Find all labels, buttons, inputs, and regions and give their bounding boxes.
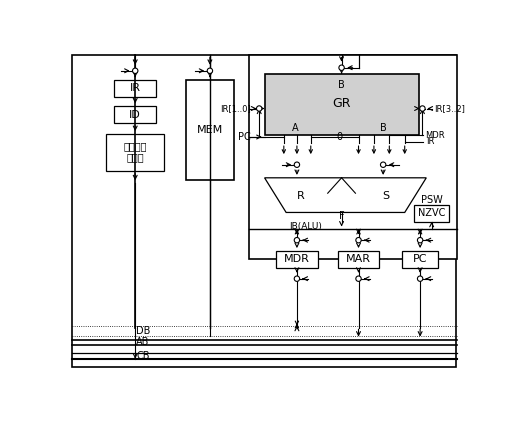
Text: PSW: PSW bbox=[421, 195, 443, 205]
Text: 组合逻辑: 组合逻辑 bbox=[124, 141, 147, 151]
Text: DB: DB bbox=[136, 326, 150, 336]
Bar bbox=[114, 80, 156, 97]
Text: ID: ID bbox=[129, 110, 141, 120]
Circle shape bbox=[417, 237, 423, 243]
Text: MEM: MEM bbox=[197, 125, 223, 135]
Bar bbox=[106, 134, 164, 171]
Circle shape bbox=[207, 68, 212, 74]
Circle shape bbox=[294, 237, 300, 243]
Bar bbox=[338, 251, 379, 268]
Bar bbox=[186, 80, 234, 180]
Circle shape bbox=[294, 276, 300, 281]
Text: IB(ALU): IB(ALU) bbox=[289, 222, 322, 231]
Circle shape bbox=[356, 237, 361, 243]
Circle shape bbox=[417, 276, 423, 281]
Text: R: R bbox=[297, 190, 305, 201]
Circle shape bbox=[256, 106, 262, 111]
Text: MDR: MDR bbox=[284, 254, 310, 264]
Circle shape bbox=[294, 162, 300, 168]
Text: NZVC: NZVC bbox=[418, 208, 445, 218]
Bar bbox=[402, 251, 438, 268]
Circle shape bbox=[356, 276, 361, 281]
Text: F: F bbox=[339, 212, 344, 221]
Text: IR[3..2]: IR[3..2] bbox=[434, 104, 465, 113]
Text: A: A bbox=[292, 123, 299, 133]
Text: IR: IR bbox=[427, 137, 435, 146]
Text: AB: AB bbox=[136, 337, 149, 347]
Circle shape bbox=[381, 162, 386, 168]
Text: S: S bbox=[382, 190, 389, 201]
Polygon shape bbox=[265, 178, 427, 212]
Text: PC: PC bbox=[238, 132, 251, 142]
Text: 控制器: 控制器 bbox=[126, 152, 144, 162]
Text: B: B bbox=[380, 123, 387, 133]
Text: IR[1..0]: IR[1..0] bbox=[220, 104, 251, 113]
Bar bbox=[276, 251, 318, 268]
Circle shape bbox=[132, 68, 138, 74]
Bar bbox=[249, 55, 457, 258]
Circle shape bbox=[420, 106, 425, 111]
Circle shape bbox=[339, 65, 344, 70]
Text: PC: PC bbox=[413, 254, 428, 264]
Bar bbox=[114, 106, 156, 123]
Bar bbox=[414, 205, 449, 222]
Text: B: B bbox=[338, 80, 345, 90]
Text: MDR: MDR bbox=[425, 131, 445, 140]
Text: CB: CB bbox=[136, 352, 149, 361]
Text: MAR: MAR bbox=[346, 254, 371, 264]
Text: IR: IR bbox=[130, 83, 141, 93]
Text: 0: 0 bbox=[336, 132, 342, 142]
Text: GR: GR bbox=[332, 96, 351, 110]
Bar bbox=[265, 74, 419, 135]
